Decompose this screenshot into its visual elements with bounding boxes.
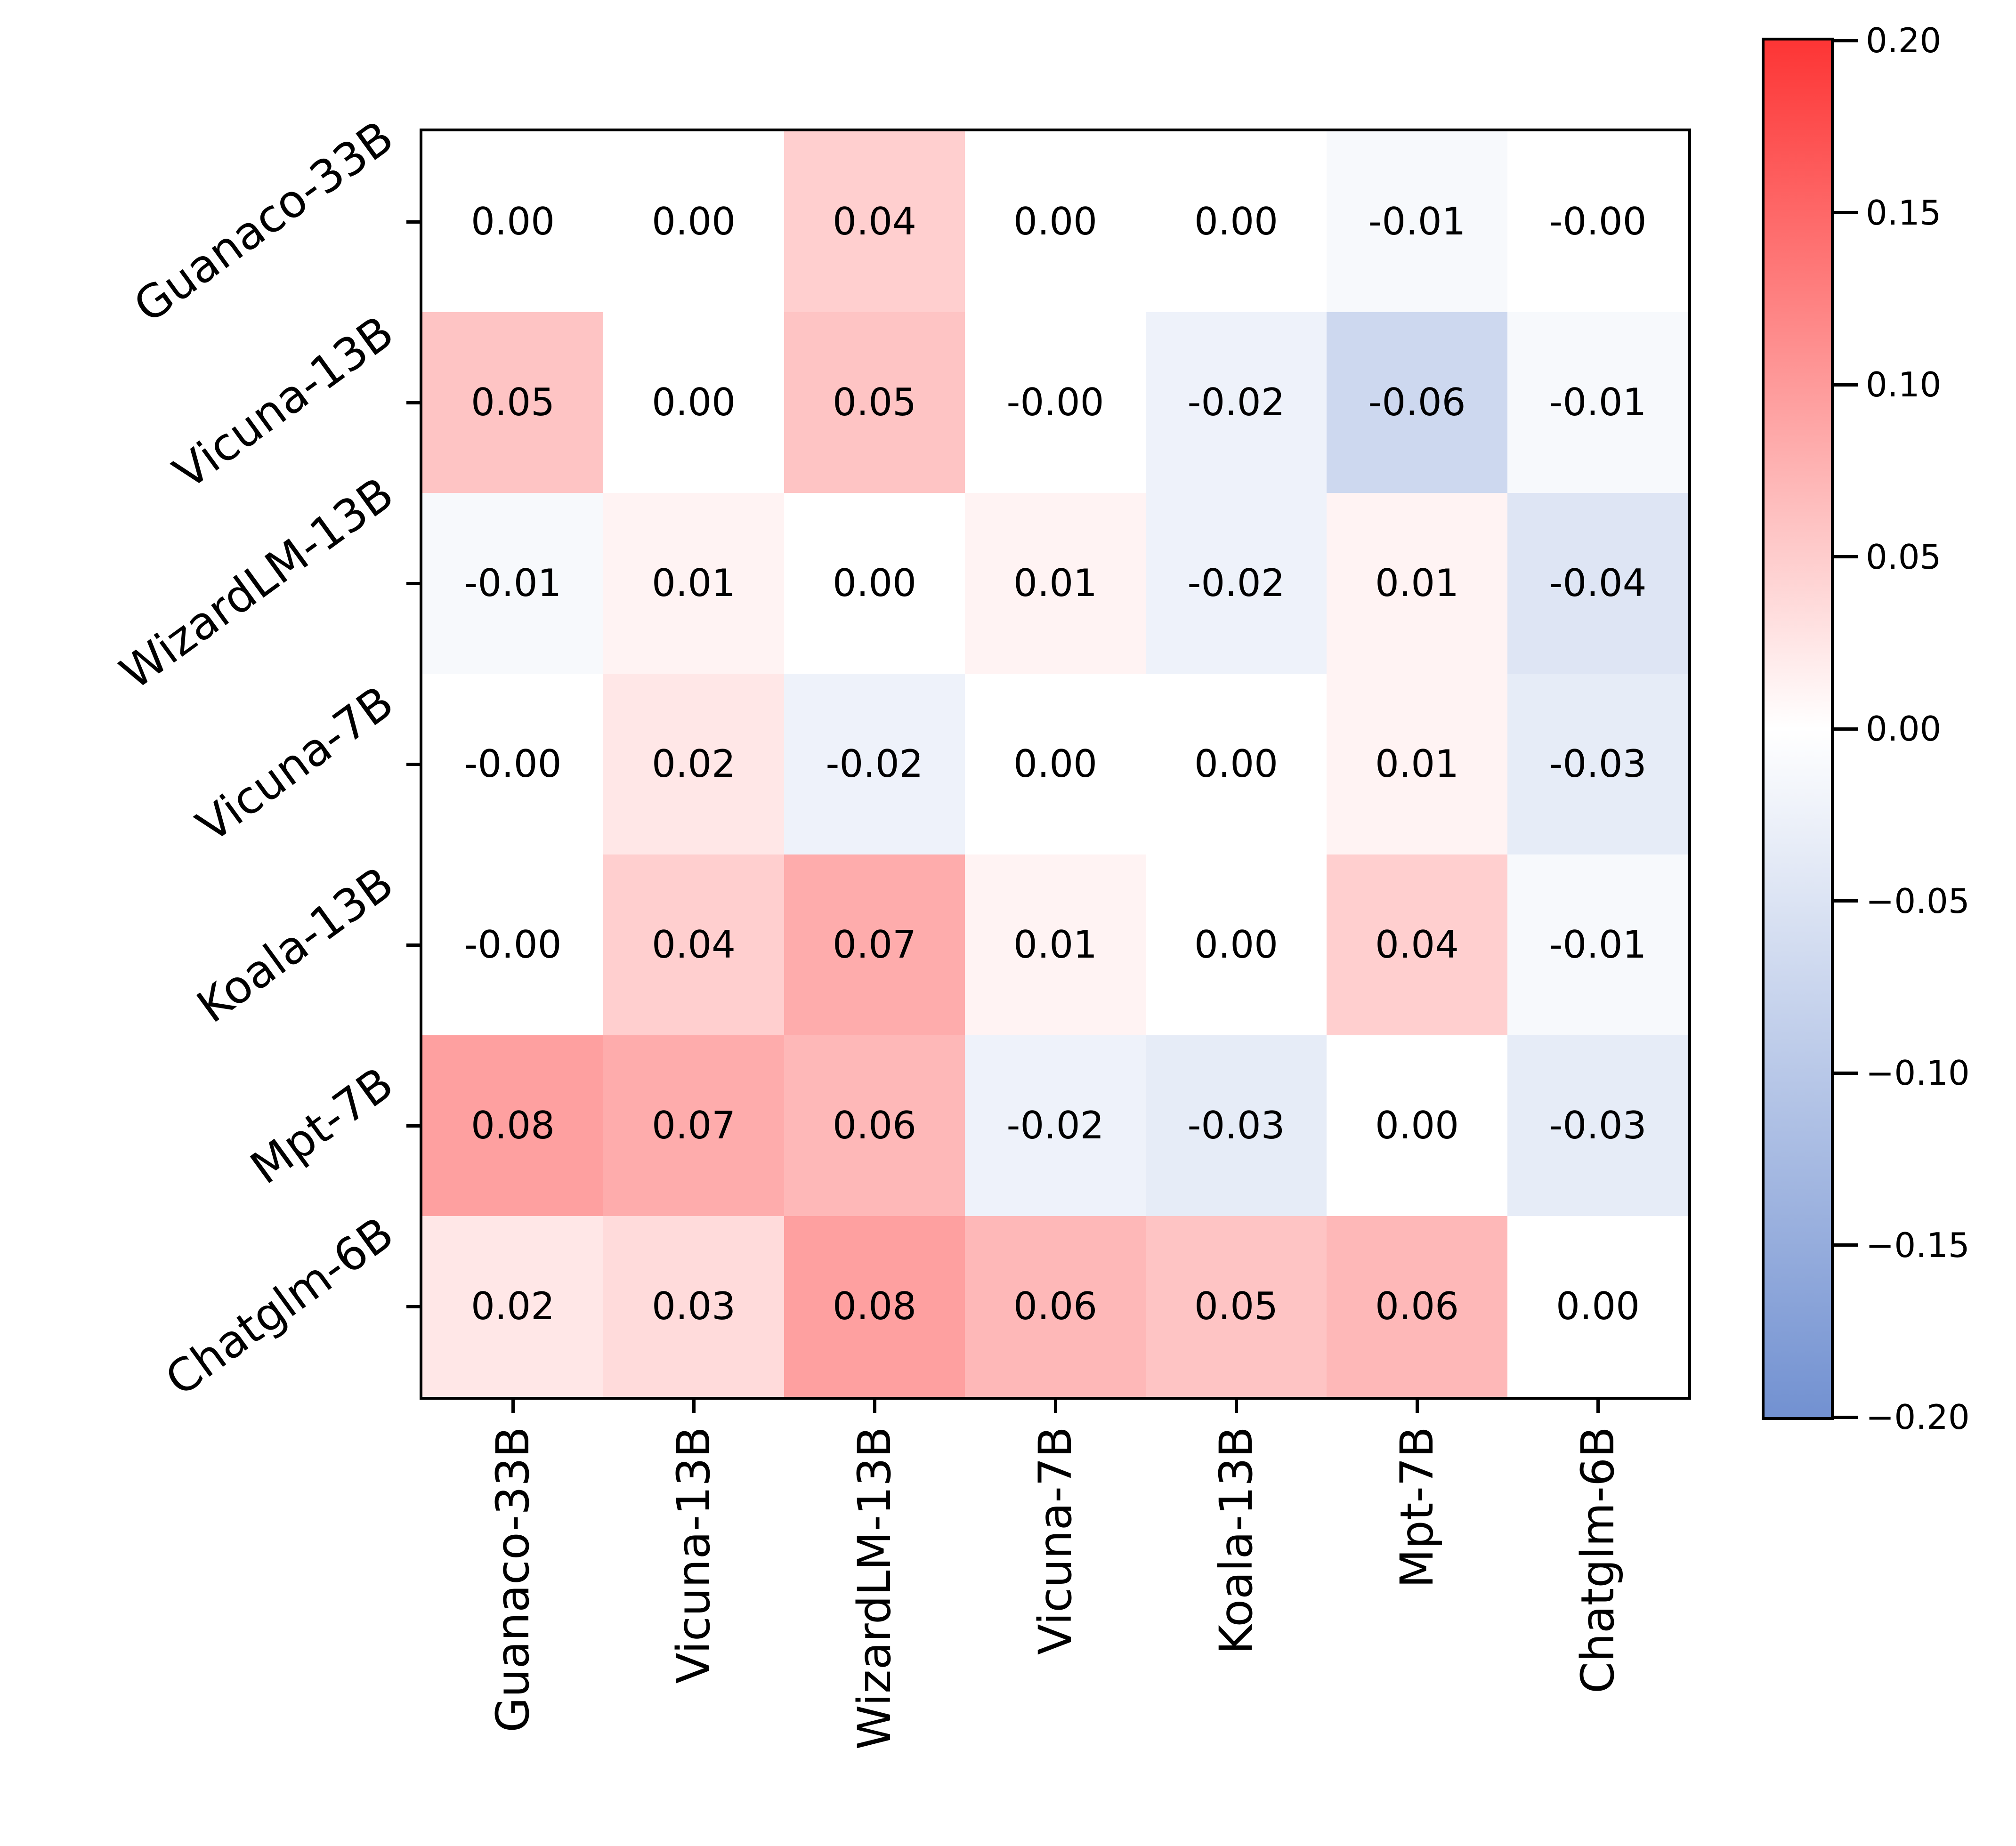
y-tick-mark (406, 943, 420, 947)
x-tick-mark (1234, 1400, 1238, 1413)
heatmap-cell: 0.00 (422, 131, 603, 312)
heatmap-cell: 0.08 (422, 1035, 603, 1216)
y-tick-mark (406, 1124, 420, 1128)
heatmap-cell: -0.03 (1146, 1035, 1327, 1216)
heatmap-cell: 0.00 (1146, 674, 1327, 854)
row-label: Chatglm-6B (156, 1207, 403, 1406)
heatmap-cell: -0.02 (1146, 312, 1327, 493)
column-label: WizardLM-13B (848, 1427, 901, 1750)
heatmap-cell: 0.00 (965, 674, 1146, 854)
colorbar-tick-mark (1834, 899, 1858, 903)
x-tick-mark (692, 1400, 696, 1413)
heatmap-cell: -0.02 (965, 1035, 1146, 1216)
colorbar-tick-label: 0.15 (1866, 193, 1942, 233)
heatmap-cell: 0.00 (1146, 854, 1327, 1035)
colorbar-tick-mark (1834, 211, 1858, 214)
row-label: Mpt-7B (241, 1056, 403, 1195)
colorbar-tick-mark (1834, 1415, 1858, 1419)
colorbar-tick-mark (1834, 383, 1858, 387)
heatmap-cell: 0.06 (784, 1035, 965, 1216)
heatmap-cell: 0.00 (1507, 1216, 1688, 1397)
heatmap-cell: 0.08 (784, 1216, 965, 1397)
heatmap-cell: -0.06 (1327, 312, 1507, 493)
colorbar-tick-mark (1834, 1243, 1858, 1247)
heatmap-cell: -0.00 (422, 674, 603, 854)
heatmap-cell: 0.04 (784, 131, 965, 312)
colorbar-tick-mark (1834, 1071, 1858, 1075)
colorbar-tick-mark (1834, 39, 1858, 42)
heatmap-cell: -0.03 (1507, 1035, 1688, 1216)
y-tick-mark (406, 581, 420, 585)
heatmap-cell: 0.07 (603, 1035, 784, 1216)
heatmap-cell: -0.01 (1507, 854, 1688, 1035)
heatmap-cell: -0.01 (1327, 131, 1507, 312)
heatmap-cell: 0.04 (603, 854, 784, 1035)
colorbar (1762, 38, 1834, 1420)
heatmap-cell: -0.00 (422, 854, 603, 1035)
colorbar-tick-label: 0.00 (1866, 709, 1942, 749)
colorbar-tick-mark (1834, 555, 1858, 558)
colorbar-tick-label: −0.15 (1866, 1225, 1970, 1265)
heatmap-cell: 0.01 (603, 493, 784, 674)
colorbar-tick-label: −0.10 (1866, 1053, 1970, 1093)
heatmap-cell: 0.02 (603, 674, 784, 854)
heatmap-cell: -0.01 (422, 493, 603, 674)
x-tick-mark (873, 1400, 876, 1413)
heatmap-cell: 0.01 (965, 493, 1146, 674)
column-label: Mpt-7B (1391, 1427, 1443, 1588)
heatmap-cell: -0.01 (1507, 312, 1688, 493)
x-tick-mark (1596, 1400, 1600, 1413)
heatmap-cell: 0.06 (1327, 1216, 1507, 1397)
row-label: WizardLM-13B (110, 467, 403, 700)
heatmap-cell: 0.00 (1327, 1035, 1507, 1216)
heatmap-cell: 0.00 (603, 131, 784, 312)
heatmap-cell: -0.02 (1146, 493, 1327, 674)
y-tick-mark (406, 220, 420, 224)
column-label: Vicuna-13B (667, 1427, 720, 1684)
colorbar-tick-label: −0.05 (1866, 881, 1970, 921)
row-label: Guanaco-33B (124, 110, 403, 333)
y-tick-mark (406, 1305, 420, 1308)
colorbar-tick-label: 0.05 (1866, 537, 1942, 577)
colorbar-tick-label: 0.20 (1866, 21, 1942, 60)
row-label: Koala-13B (187, 856, 403, 1033)
x-tick-mark (1415, 1400, 1419, 1413)
heatmap-cell: -0.00 (1507, 131, 1688, 312)
heatmap-cell: 0.05 (422, 312, 603, 493)
column-label: Koala-13B (1210, 1427, 1263, 1654)
row-label: Vicuna-7B (187, 676, 403, 853)
colorbar-tick-label: 0.10 (1866, 365, 1942, 404)
heatmap-grid: 0.00 0.00 0.04 0.00 0.00 -0.01 -0.00 0.05 0.00 0.… (422, 131, 1688, 1397)
heatmap-cell: -0.02 (784, 674, 965, 854)
column-label: Chatglm-6B (1571, 1427, 1624, 1694)
x-tick-mark (1053, 1400, 1057, 1413)
heatmap-cell: 0.03 (603, 1216, 784, 1397)
heatmap-cell: 0.01 (965, 854, 1146, 1035)
heatmap-cell: -0.03 (1507, 674, 1688, 854)
heatmap-cell: 0.04 (1327, 854, 1507, 1035)
colorbar-tick-mark (1834, 727, 1858, 731)
heatmap-cell: -0.04 (1507, 493, 1688, 674)
heatmap-cell: 0.00 (965, 131, 1146, 312)
x-tick-mark (511, 1400, 515, 1413)
heatmap-cell: 0.05 (1146, 1216, 1327, 1397)
heatmap-cell: 0.00 (784, 493, 965, 674)
column-label: Guanaco-33B (486, 1427, 539, 1733)
heatmap-cell: 0.01 (1327, 674, 1507, 854)
heatmap-cell: 0.02 (422, 1216, 603, 1397)
heatmap-cell: 0.01 (1327, 493, 1507, 674)
column-label: Vicuna-7B (1029, 1427, 1082, 1655)
colorbar-gradient (1765, 40, 1831, 1417)
heatmap-cell: 0.07 (784, 854, 965, 1035)
heatmap-cell: 0.05 (784, 312, 965, 493)
colorbar-tick-label: −0.20 (1866, 1397, 1970, 1437)
y-tick-mark (406, 762, 420, 766)
heatmap-cell: 0.06 (965, 1216, 1146, 1397)
heatmap-cell: 0.00 (1146, 131, 1327, 312)
heatmap-cell: 0.00 (603, 312, 784, 493)
heatmap-cell: -0.00 (965, 312, 1146, 493)
y-tick-mark (406, 401, 420, 404)
